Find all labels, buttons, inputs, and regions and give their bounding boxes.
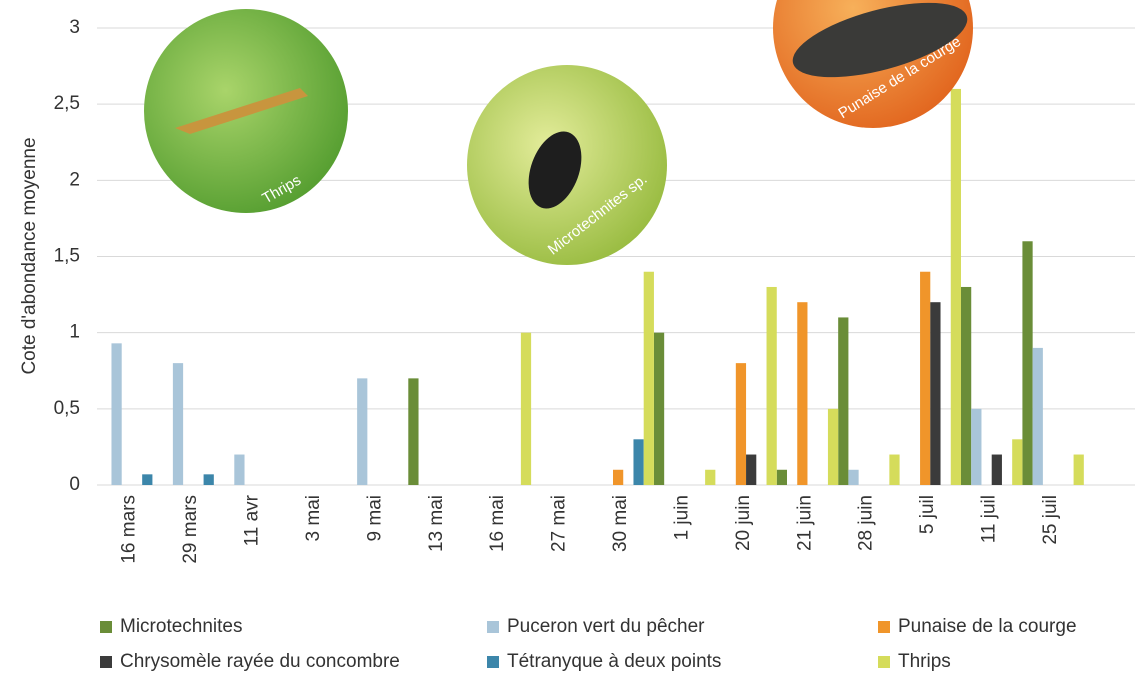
legend-swatch	[878, 621, 890, 633]
y-tick-label: 1,5	[54, 246, 80, 267]
x-tick-label: 29 mars	[180, 495, 201, 564]
bar	[111, 343, 122, 485]
bar	[797, 302, 808, 485]
x-tick-label: 20 juin	[733, 495, 754, 551]
legend-label: Chrysomèle rayée du concombre	[120, 651, 400, 672]
legend-swatch	[487, 621, 499, 633]
insect	[792, 2, 968, 78]
x-tick-label: 27 mai	[549, 495, 570, 552]
x-tick-label: 16 mai	[487, 495, 508, 552]
bar	[827, 408, 839, 485]
x-tick-label: 11 avr	[242, 494, 263, 546]
legend-label: Punaise de la courge	[898, 616, 1077, 637]
bar	[1012, 439, 1023, 485]
bar	[653, 332, 665, 485]
bar	[520, 332, 532, 485]
legend-swatch	[100, 621, 112, 633]
bar	[1032, 347, 1043, 485]
bar	[971, 408, 982, 485]
x-tick-label: 21 juin	[794, 495, 815, 551]
bar	[766, 286, 777, 485]
x-tick-label: 25 juil	[1040, 495, 1061, 545]
bar	[613, 469, 624, 485]
x-tick-label: 30 mai	[610, 495, 631, 552]
bar	[142, 474, 153, 485]
insect	[528, 131, 582, 209]
y-tick-label: 0	[69, 474, 80, 495]
legend-label: Puceron vert du pêcher	[507, 616, 705, 637]
bar	[889, 454, 900, 485]
legend-swatch	[100, 656, 112, 668]
bar	[172, 363, 184, 485]
legend-swatch	[878, 656, 890, 668]
x-tick-label: 13 mai	[426, 495, 447, 552]
bar	[735, 363, 747, 485]
bar	[950, 88, 961, 485]
bar	[961, 286, 972, 485]
y-tick-label: 0,5	[54, 398, 80, 419]
x-tick-label: 3 mai	[303, 495, 324, 541]
x-tick-label: 9 mai	[364, 495, 385, 541]
bar	[234, 454, 245, 485]
bar	[1073, 454, 1084, 485]
x-tick-label: 16 mars	[119, 495, 140, 564]
photos: Thrips Microtechnites sp. Punaise de la …	[144, 0, 973, 265]
bar	[1022, 241, 1033, 485]
bar	[991, 454, 1002, 485]
legend-label: Tétranyque à deux points	[507, 651, 721, 672]
x-tick-label: 1 juin	[671, 495, 692, 540]
insect	[175, 88, 308, 134]
bar	[643, 271, 654, 485]
bar	[746, 454, 757, 485]
x-tick-label: 5 juil	[917, 495, 938, 534]
bar	[930, 302, 941, 485]
bar	[920, 271, 931, 485]
legend-label: Microtechnites	[120, 616, 243, 637]
y-tick-label: 3	[69, 17, 80, 38]
bar	[203, 474, 214, 485]
legend-swatch	[487, 656, 499, 668]
y-tick-label: 2,5	[54, 93, 80, 114]
bar	[848, 469, 859, 485]
bar	[705, 469, 716, 485]
x-tick-label: 28 juin	[856, 495, 877, 551]
legend-label: Thrips	[898, 651, 951, 672]
bar	[408, 378, 419, 485]
bar	[633, 439, 644, 485]
y-tick-label: 2	[69, 169, 80, 190]
x-tick-label: 11 juil	[978, 495, 999, 543]
y-tick-label: 1	[69, 322, 80, 343]
bar	[776, 469, 787, 485]
y-axis-title: Cote d'abondance moyenne	[19, 137, 40, 374]
bar	[838, 317, 849, 485]
bar	[357, 378, 368, 485]
